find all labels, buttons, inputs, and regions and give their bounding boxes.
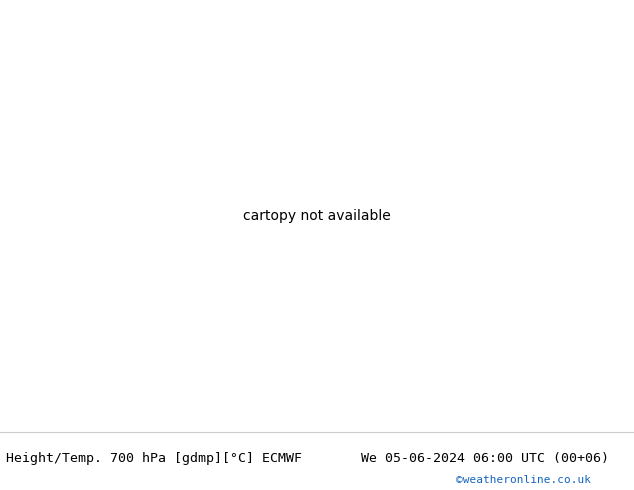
Text: cartopy not available: cartopy not available [243,209,391,222]
Text: ©weatheronline.co.uk: ©weatheronline.co.uk [456,475,592,485]
Text: Height/Temp. 700 hPa [gdmp][°C] ECMWF: Height/Temp. 700 hPa [gdmp][°C] ECMWF [6,452,302,465]
Text: We 05-06-2024 06:00 UTC (00+06): We 05-06-2024 06:00 UTC (00+06) [361,452,609,465]
